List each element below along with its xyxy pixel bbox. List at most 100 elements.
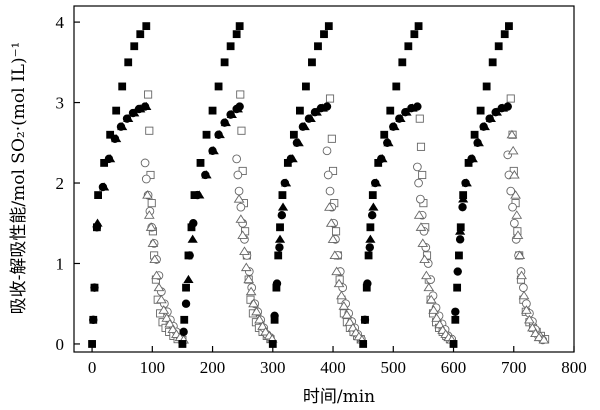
data-point-circle-filled-s1-p36 [363,279,372,288]
data-point-square-filled-s0-p67 [500,30,509,39]
data-point-square-filled-s0-p37 [308,58,316,67]
data-point-triangle-open-s5-p0 [142,190,153,199]
data-point-triangle-open-s5-p31 [327,234,339,243]
data-point-circle-filled-s1-p50 [458,202,467,212]
data-point-circle-filled-s1-p35 [360,315,370,325]
data-point-triangle-filled-s2-p27 [365,234,376,243]
data-point-triangle-open-s5-p67 [524,314,535,324]
data-point-triangle-open-s5-p70 [533,332,545,342]
data-point-circle-open-s4-p62 [506,186,516,196]
data-point-square-filled-s0-p50 [392,82,401,91]
data-point-square-open-s3-p0 [144,90,153,99]
data-point-triangle-open-s5-p24 [254,314,265,324]
data-point-square-filled-s0-p53 [410,30,419,39]
data-point-triangle-open-s5-p43 [413,210,425,219]
data-point-triangle-filled-s2-p11 [194,190,205,199]
data-point-triangle-open-s5-p35 [336,290,347,300]
data-point-square-filled-s0-p8 [118,82,127,91]
y-tick-label: 2 [56,174,65,193]
data-point-triangle-open-s5-p48 [423,282,435,292]
data-point-circle-filled-s1-p23 [270,311,279,320]
data-point-triangle-open-s5-p59 [508,169,520,179]
data-point-square-filled-s0-p34 [289,130,298,139]
data-point-square-open-s3-p30 [327,134,336,143]
data-point-triangle-open-s5-p7 [155,294,167,304]
data-point-triangle-filled-s2-p38 [461,178,472,187]
data-point-triangle-filled-s2-p5 [123,113,134,123]
data-point-square-open-s3-p57 [506,94,515,103]
data-point-triangle-filled-s2-p26 [317,103,328,112]
data-point-circle-open-s4-p1 [141,174,151,184]
data-point-triangle-filled-s2-p10 [187,234,198,243]
data-point-circle-filled-s1-p24 [272,279,282,288]
data-point-square-open-s3-p33 [331,227,341,236]
data-point-triangle-open-s5-p45 [417,238,429,247]
data-point-triangle-open-s5-p3 [147,238,159,247]
data-point-square-filled-s0-p11 [136,30,145,39]
data-point-circle-open-s4-p0 [140,158,150,168]
data-point-circle-open-s4-p68 [519,283,528,292]
data-point-triangle-filled-s2-p44 [497,103,509,112]
data-point-triangle-filled-s2-p25 [311,107,322,116]
data-point-triangle-open-s5-p23 [251,306,262,316]
data-point-circle-filled-s1-p25 [275,243,284,252]
data-point-circle-filled-s1-p11 [179,327,188,337]
axis-ticks: 0 100 200 300 400 500 600 700 800 0 1 2 3 4 [56,13,587,377]
data-point-triangle-open-s5-p36 [338,301,350,310]
data-point-triangle-open-s5-p66 [521,305,532,314]
y-tick-label: 4 [56,13,65,32]
data-point-square-filled-s0-p5 [100,159,109,167]
x-tick-label: 800 [561,358,587,377]
x-tick-label: 0 [88,358,97,377]
data-point-circle-filled-s1-p38 [367,211,377,220]
data-point-square-filled-s0-p22 [214,82,223,91]
data-point-triangle-open-s5-p21 [245,286,257,296]
x-tick-label: 300 [260,358,286,377]
data-point-triangle-filled-s2-p28 [368,202,379,211]
data-point-triangle-filled-s2-p24 [305,113,316,123]
data-point-triangle-filled-s2-p29 [371,178,382,187]
data-point-square-filled-s0-p12 [142,22,151,31]
data-point-square-filled-s0-p21 [208,106,217,115]
data-point-triangle-open-s5-p57 [506,129,518,139]
y-axis-label: 吸收-解吸性能/mol SO₂·(mol IL)⁻¹ [9,42,29,315]
data-point-triangle-filled-s2-p42 [485,113,496,123]
data-point-triangle-open-s5-p44 [415,222,427,231]
data-point-circle-filled-s1-p49 [455,235,465,244]
data-point-square-open-s3-p29 [325,94,335,103]
data-point-triangle-filled-s2-p19 [277,202,289,211]
data-point-square-filled-s0-p14 [180,315,189,324]
data-point-triangle-open-s5-p16 [235,214,247,223]
data-point-triangle-filled-s2-p41 [479,121,490,131]
data-point-triangle-filled-s2-p4 [117,121,128,131]
data-point-triangle-open-s5-p11 [167,324,179,334]
data-point-triangle-open-s5-p60 [510,190,521,199]
data-point-triangle-filled-s2-p17 [232,104,243,113]
data-point-square-filled-s0-p56 [451,315,460,324]
data-point-triangle-open-s5-p65 [518,290,530,300]
data-point-triangle-open-s5-p33 [331,266,343,276]
x-tick-label: 200 [200,358,226,377]
data-point-circle-open-s4-p45 [413,162,422,172]
data-point-triangle-open-s5-p29 [324,202,335,211]
data-point-triangle-filled-s2-p12 [201,170,212,179]
data-point-circle-filled-s1-p37 [365,243,374,252]
data-point-square-open-s3-p45 [418,170,427,180]
data-point-square-filled-s0-p35 [296,106,304,115]
data-point-circle-open-s4-p47 [416,194,425,204]
data-point-circle-open-s4-p64 [510,218,519,228]
data-point-circle-filled-s1-p26 [277,211,287,220]
data-point-square-filled-s0-p49 [386,106,395,115]
data-point-circle-open-s4-p15 [232,154,242,164]
x-tick-label: 400 [320,358,346,377]
data-point-triangle-filled-s2-p9 [183,274,194,283]
data-point-triangle-open-s5-p4 [149,254,161,264]
x-axis-label: 时间/min [303,387,375,407]
data-point-square-filled-s0-p68 [505,22,513,31]
data-point-triangle-filled-s2-p33 [395,113,406,123]
data-point-triangle-filled-s2-p37 [458,194,469,203]
data-point-square-open-s3-p43 [415,114,424,123]
data-point-triangle-open-s5-p18 [239,246,250,255]
data-point-triangle-open-s5-p46 [419,254,430,264]
data-point-triangle-filled-s2-p43 [491,107,502,116]
